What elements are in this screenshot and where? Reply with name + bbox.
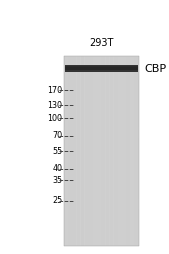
Bar: [64, 151, 139, 162]
Bar: [122, 56, 126, 246]
Bar: [130, 56, 134, 246]
Bar: [64, 175, 139, 185]
Bar: [110, 56, 113, 246]
Bar: [64, 127, 139, 138]
Bar: [64, 223, 139, 233]
Bar: [68, 56, 72, 246]
Bar: [77, 56, 80, 246]
Bar: [65, 67, 138, 70]
Bar: [64, 56, 139, 67]
Bar: [105, 56, 109, 246]
Text: 130: 130: [47, 101, 62, 110]
Bar: [64, 80, 139, 90]
Bar: [89, 56, 93, 246]
Bar: [135, 56, 138, 246]
Bar: [73, 56, 76, 246]
Bar: [101, 56, 105, 246]
Text: 100: 100: [47, 114, 62, 123]
Bar: [65, 66, 138, 72]
Bar: [85, 56, 89, 246]
Bar: [64, 56, 68, 246]
Text: CBP: CBP: [145, 64, 167, 74]
Bar: [114, 56, 117, 246]
Bar: [65, 66, 138, 70]
Bar: [81, 56, 84, 246]
Text: 40: 40: [52, 164, 62, 173]
Bar: [64, 199, 139, 209]
Text: 55: 55: [52, 147, 62, 156]
Bar: [118, 56, 122, 246]
Text: 293T: 293T: [89, 38, 114, 48]
Text: 25: 25: [52, 196, 62, 205]
Text: 35: 35: [52, 176, 62, 185]
Bar: [126, 56, 130, 246]
Text: 170: 170: [47, 86, 62, 95]
Bar: [93, 56, 97, 246]
Bar: [64, 56, 139, 246]
Text: 70: 70: [52, 131, 62, 140]
Bar: [97, 56, 101, 246]
Bar: [64, 104, 139, 114]
